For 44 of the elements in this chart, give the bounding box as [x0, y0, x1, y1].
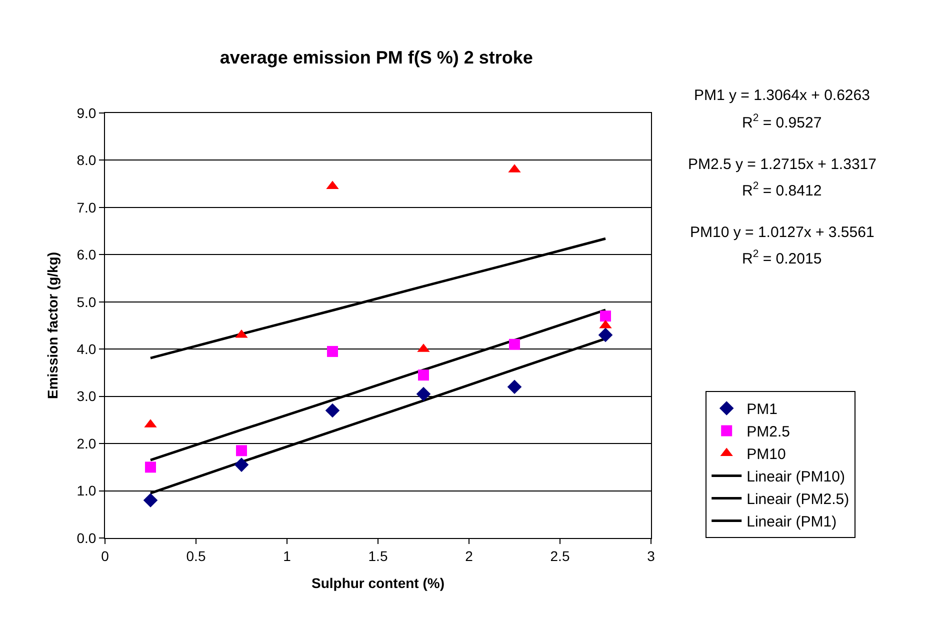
y-tick-label: 7.0: [76, 199, 96, 216]
legend-label: PM2.5: [746, 424, 790, 441]
y-tick-label: 2.0: [76, 435, 96, 452]
point: [598, 328, 613, 342]
legend-label: Lineair (PM1): [746, 514, 837, 531]
text: R$^{2}$ = 0.8412: [742, 180, 822, 200]
y-tick-label: 0.0: [76, 530, 96, 546]
legend-label: PM1: [746, 401, 778, 418]
point: [327, 346, 338, 357]
y-axis-title: Emission factor (g/kg): [44, 252, 60, 400]
x-tick-label: 2: [465, 548, 474, 564]
text: PM2.5 y = 1.2715x + 1.3317: [688, 156, 876, 173]
x-axis-title: Sulphur content (%): [312, 575, 444, 592]
point: [418, 370, 429, 381]
point: [416, 386, 431, 402]
x-tick-label: 1: [283, 548, 292, 564]
point: [143, 493, 158, 508]
y-tick-label: 6.0: [76, 246, 96, 263]
point: [236, 445, 247, 456]
point: [145, 462, 156, 473]
text: PM10 y = 1.0127x + 3.5561: [690, 224, 874, 241]
x-tick-label: 2.5: [550, 548, 570, 564]
text: PM1 y = 1.3064x + 0.6263: [694, 87, 870, 104]
point: [325, 403, 340, 418]
legend-label: Lineair (PM2.5): [746, 491, 850, 508]
point: [507, 380, 522, 394]
text: R$^{2}$ = 0.2015: [742, 248, 822, 268]
chart-title: average emission PM f(S %) 2 stroke: [220, 47, 533, 68]
x-tick-label: 0.5: [186, 548, 206, 564]
y-tick-label: 8.0: [76, 152, 96, 168]
y-tick-label: 3.0: [76, 388, 96, 404]
point: [600, 310, 611, 322]
x-tick-label: 1.5: [368, 548, 388, 564]
y-tick-label: 1.0: [76, 482, 96, 499]
legend-label: Lineair (PM10): [746, 468, 845, 486]
point: [509, 338, 520, 350]
legend-label: PM10: [746, 446, 786, 464]
text: R$^{2}$ = 0.9527: [742, 112, 822, 132]
y-tick-label: 9.0: [76, 104, 96, 121]
y-tick-label: 4.0: [76, 341, 96, 358]
y-tick-label: 5.0: [76, 294, 96, 310]
x-tick-label: 0: [101, 548, 110, 564]
x-tick-label: 3: [647, 548, 656, 564]
point: [234, 458, 249, 472]
